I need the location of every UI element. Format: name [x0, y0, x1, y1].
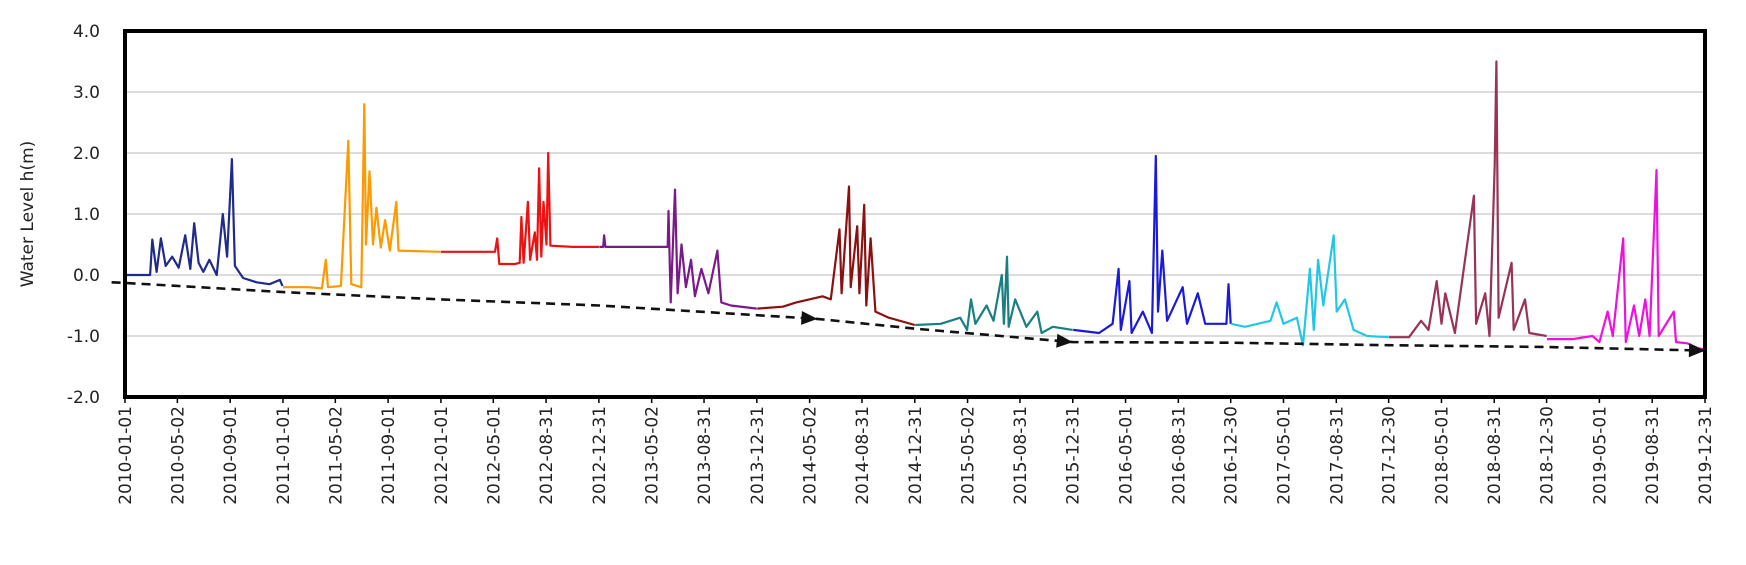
x-tick-label: 2015-08-31: [1011, 406, 1031, 505]
x-tick-label: 2010-09-01: [221, 406, 241, 505]
x-tick-label: 2011-05-02: [326, 406, 346, 505]
grid-lines: [125, 91, 1705, 337]
x-tick-label: 2013-08-31: [695, 406, 715, 505]
trend-arrowhead: [1056, 333, 1073, 348]
series-line-9: [1389, 60, 1547, 339]
x-tick-label: 2014-08-31: [853, 406, 873, 505]
y-tick-labels: 4.0 3.0 2.0 1.0 0.0 -1.0 -2.0: [67, 22, 100, 408]
x-tick-label: 2010-01-01: [116, 406, 136, 505]
series-line-7: [1073, 154, 1232, 335]
x-tick-label: 2019-05-01: [1590, 406, 1610, 505]
x-tick-label: 2014-05-02: [801, 406, 821, 505]
x-tick-label: 2013-12-31: [748, 406, 768, 505]
x-tick-label: 2012-01-01: [432, 406, 452, 505]
x-tick-label: 2017-05-01: [1274, 406, 1294, 505]
x-tick-label: 2016-08-31: [1169, 406, 1189, 505]
y-axis-title: Water Level h(m): [18, 141, 38, 288]
x-tick-label: 2017-12-30: [1380, 406, 1400, 505]
x-tick-label: 2015-12-31: [1064, 406, 1084, 505]
series-line-4: [599, 188, 757, 310]
series-line-2: [283, 103, 441, 290]
series-line-5: [757, 185, 916, 327]
x-tick-label: 2013-05-02: [643, 406, 663, 505]
x-tick-label: 2012-08-31: [537, 406, 557, 505]
plot-frame: [123, 29, 1707, 399]
x-tick-label: 2019-12-31: [1696, 406, 1716, 505]
series-line-10: [1547, 169, 1706, 351]
series-line-8: [1230, 234, 1389, 347]
trend-arrowhead: [801, 311, 818, 325]
x-tick-label: 2014-12-31: [906, 406, 926, 505]
series-line-3: [440, 151, 599, 266]
x-tick-label: 2010-05-02: [168, 406, 188, 505]
y-tick-label: 2.0: [73, 144, 100, 164]
y-tick-label: 3.0: [73, 83, 100, 103]
x-tick-label: 2018-05-01: [1432, 406, 1452, 505]
data-series: [125, 60, 1706, 351]
trend-line-path: [111, 281, 1706, 352]
series-line-1: [125, 158, 284, 287]
y-tick-label: 0.0: [73, 266, 100, 286]
y-tick-label: 4.0: [73, 22, 100, 42]
x-tick-label: 2012-12-31: [590, 406, 610, 505]
y-tick-label: -1.0: [67, 327, 100, 347]
x-tick-label: 2018-12-30: [1538, 406, 1558, 505]
y-tick-label: 1.0: [73, 205, 100, 225]
x-tick-label: 2012-05-01: [484, 406, 504, 505]
x-tick-label: 2015-05-02: [959, 406, 979, 505]
x-tick-label: 2016-12-30: [1222, 406, 1242, 505]
x-tick-label: 2011-09-01: [379, 406, 399, 505]
x-tick-labels: 2010-01-01 2010-05-02 2010-09-01 2011-01-01…: [116, 406, 1716, 505]
trend-line: [111, 281, 1706, 358]
trend-arrowhead: [1688, 343, 1705, 358]
x-tick-label: 2017-08-31: [1327, 406, 1347, 505]
x-tick-label: 2011-01-01: [274, 406, 294, 505]
y-tick-label: -2.0: [67, 388, 100, 408]
x-tick-label: 2019-08-31: [1643, 406, 1663, 505]
x-tick-label: 2016-05-01: [1117, 406, 1137, 505]
series-line-6: [915, 255, 1073, 335]
x-tick-label: 2018-08-31: [1485, 406, 1505, 505]
